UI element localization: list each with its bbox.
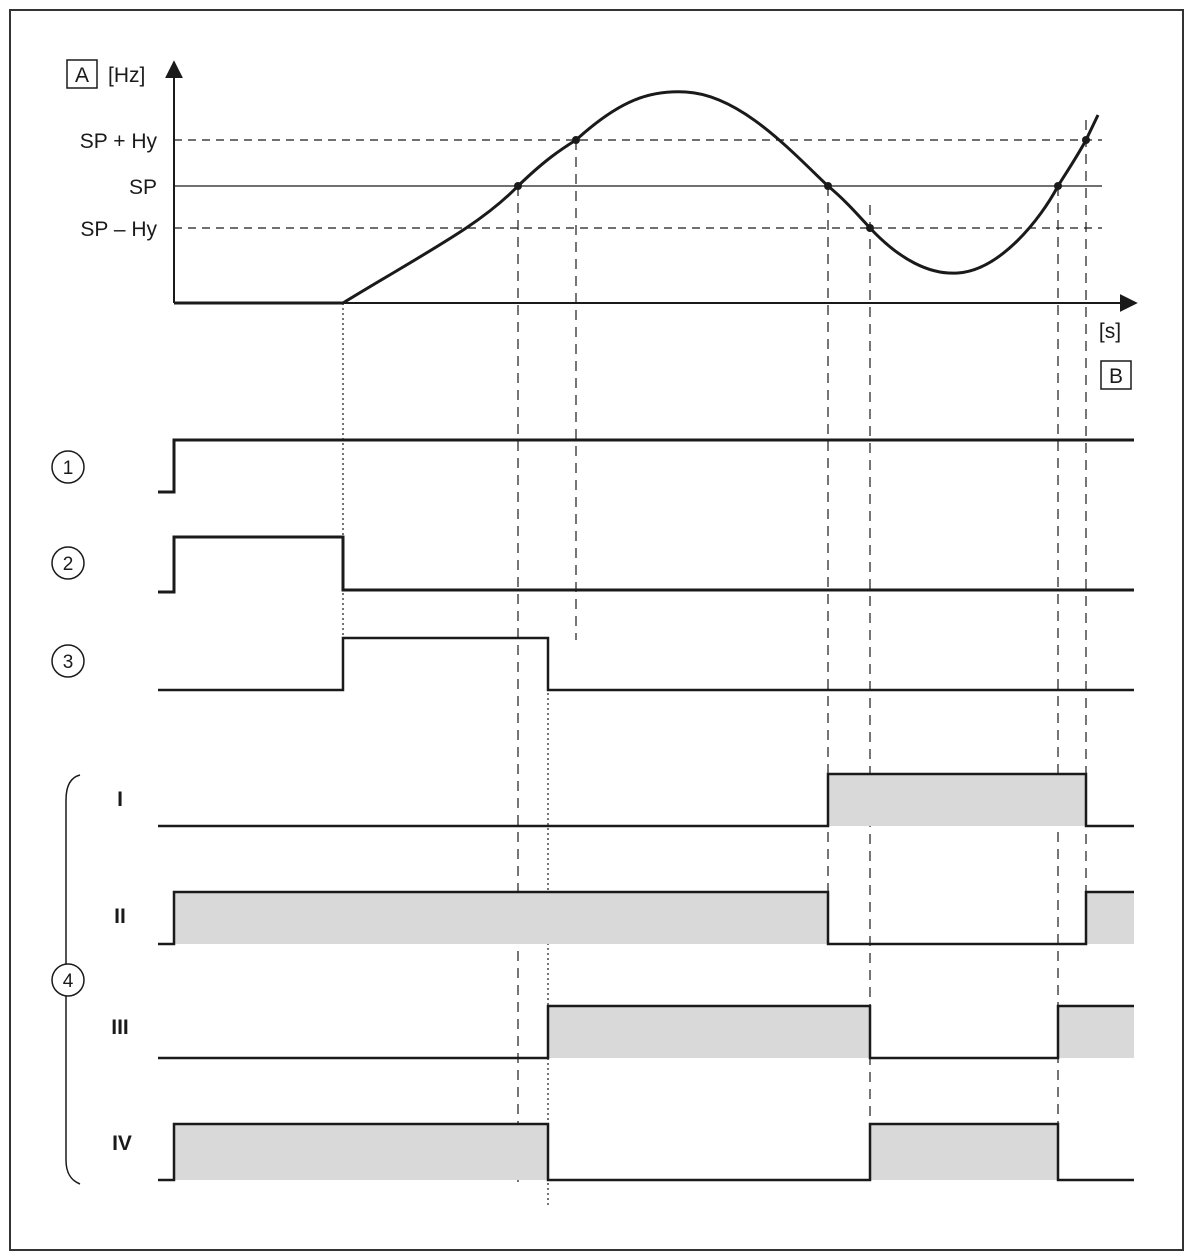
signal-marker-3 [51,644,85,678]
level-label-sp: SP [129,176,157,199]
output-label-ii: II [114,905,126,928]
signal-marker-3-number: 3 [63,652,74,673]
output-iii-active [1058,1006,1134,1058]
signal-4-group: 4 I II III IV [51,772,1134,1185]
signal-marker-4-number: 4 [63,971,74,992]
frequency-curve [174,90,1100,305]
signal-marker-2-number: 2 [63,554,74,575]
output-label-iv: IV [112,1132,132,1155]
signal-1-trace [158,438,1134,494]
output-iv-active [174,1124,548,1180]
axis-y-box [66,59,98,89]
level-label-sp-plus-hy: SP + Hy [80,130,158,153]
axis-x-box-letter: B [1109,365,1123,388]
frequency-graph: A [Hz] [s] B SP + Hy SP SP – Hy [66,59,1138,390]
signal-2: 2 [51,535,1134,594]
signal-2-trace [158,535,1134,594]
output-label-i: I [117,788,123,811]
signal-marker-1 [51,450,85,484]
output-label-iii: III [111,1016,129,1039]
signal-3: 3 [51,636,1134,692]
output-i-active [828,774,1086,826]
axis-x-box [1100,360,1132,390]
signal-1: 1 [51,438,1134,494]
signal-marker-2 [51,546,85,580]
output-iv-active [870,1124,1058,1180]
signal-marker-1-number: 1 [63,458,74,479]
signal-marker-4 [51,963,85,997]
output-ii-trace [158,890,1134,946]
axis-y-unit: [Hz] [108,64,145,87]
output-iv-trace [158,1122,1134,1182]
signal-3-trace [158,636,1134,692]
output-iii-trace [158,1004,1134,1060]
diagram-border [9,9,1184,1251]
output-ii-active [1086,892,1134,944]
axis-y-box-letter: A [75,64,89,87]
axis-x-unit: [s] [1099,320,1121,343]
output-i-trace [158,772,1134,828]
output-iii-active [548,1006,870,1058]
level-label-sp-minus-hy: SP – Hy [80,218,157,241]
output-ii-active [174,892,828,944]
